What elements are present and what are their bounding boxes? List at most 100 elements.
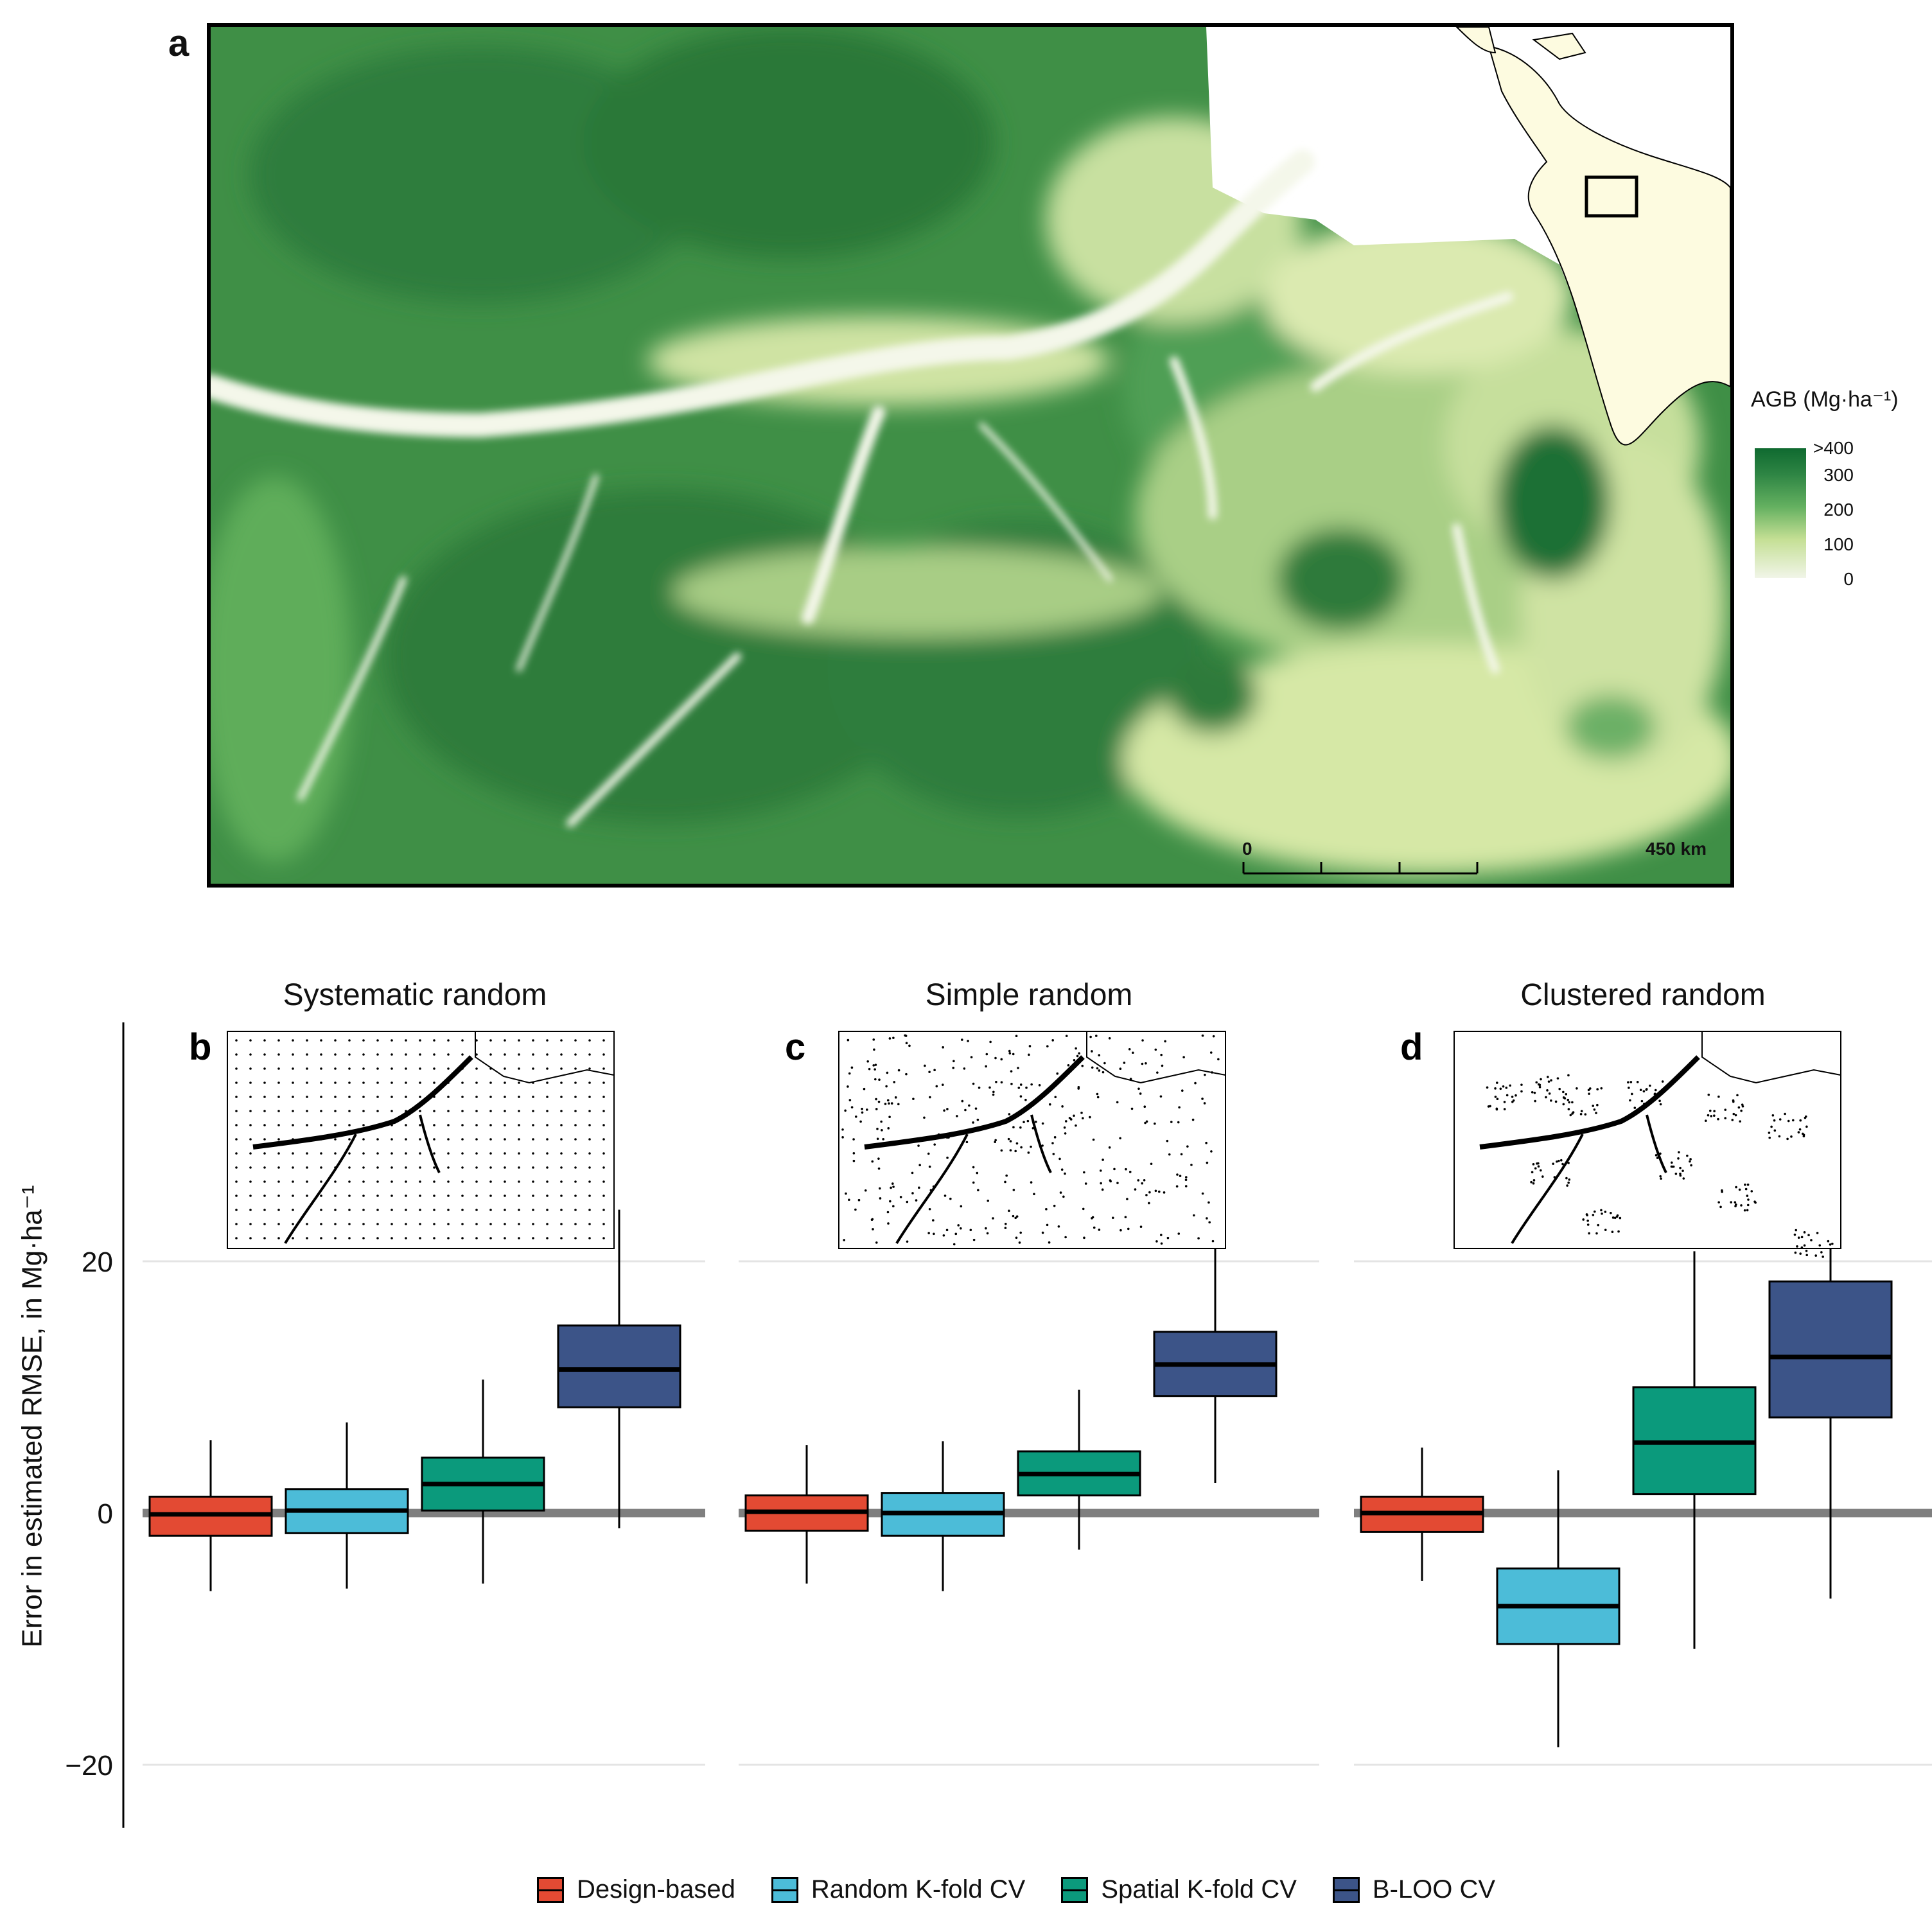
sample-point — [433, 1067, 435, 1070]
sample-point — [546, 1195, 549, 1197]
legend-item-bloo: B-LOO CV — [1332, 1875, 1495, 1904]
sample-point — [1010, 1083, 1013, 1085]
sample-point — [1784, 1112, 1786, 1116]
sample-point — [1108, 1146, 1111, 1149]
sample-point — [1805, 1254, 1808, 1257]
sample-point — [1717, 1095, 1720, 1098]
sample-point — [1511, 1096, 1514, 1098]
sample-point — [1818, 1244, 1822, 1247]
sample-point — [1534, 1099, 1536, 1103]
sample-point — [306, 1067, 308, 1070]
sample-point — [1654, 1089, 1657, 1092]
legend-key-random-kfold — [771, 1877, 798, 1903]
sample-point — [1741, 1105, 1744, 1108]
sample-point — [1184, 1178, 1188, 1182]
sample-point — [1541, 1175, 1544, 1178]
sample-point — [972, 1082, 975, 1085]
sample-point — [249, 1124, 252, 1126]
sample-point — [1724, 1117, 1727, 1119]
sample-point — [1143, 1178, 1146, 1182]
sample-point — [1556, 1160, 1558, 1163]
sample-point — [532, 1039, 534, 1042]
sample-point — [1793, 1233, 1796, 1236]
sample-point — [848, 1099, 852, 1101]
sample-point — [1051, 1142, 1054, 1144]
sample-point — [334, 1053, 337, 1056]
sample-point — [992, 1093, 995, 1096]
sample-point — [1571, 1101, 1574, 1104]
sample-point — [1596, 1088, 1599, 1090]
sample-point — [362, 1180, 365, 1183]
sample-point — [943, 1109, 945, 1112]
sample-point — [560, 1166, 563, 1169]
sample-point — [1206, 1161, 1209, 1164]
sample-point — [1787, 1119, 1790, 1123]
sample-point — [1659, 1175, 1662, 1178]
sample-point — [1028, 1053, 1030, 1056]
legend-label-design-based: Design-based — [577, 1875, 735, 1904]
sample-point — [306, 1195, 308, 1197]
sample-point — [405, 1053, 407, 1056]
sample-point — [489, 1053, 492, 1056]
sample-point — [1744, 1187, 1748, 1191]
sample-point — [447, 1152, 450, 1155]
sample-point — [574, 1166, 577, 1169]
sample-point — [249, 1223, 252, 1225]
sample-point — [546, 1209, 549, 1211]
sample-point — [1015, 1236, 1018, 1239]
sample-point — [1567, 1074, 1570, 1077]
sample-point — [1550, 1099, 1552, 1102]
sample-point — [1051, 1039, 1054, 1042]
sample-point — [405, 1124, 407, 1126]
sample-point — [391, 1110, 393, 1112]
sample-point — [929, 1096, 931, 1099]
sample-point — [602, 1195, 605, 1197]
sample-point — [1017, 1067, 1019, 1069]
sample-point — [447, 1096, 450, 1098]
sample-map-tributary — [895, 1133, 969, 1245]
sample-point — [532, 1209, 534, 1211]
sample-point — [249, 1166, 252, 1169]
sample-point — [1615, 1215, 1619, 1218]
sample-point — [899, 1196, 902, 1198]
scale-bar — [1242, 862, 1479, 875]
sample-point — [376, 1152, 379, 1155]
sample-point — [1145, 1194, 1148, 1196]
sample-point — [1096, 1092, 1099, 1096]
sample-point — [1707, 1093, 1710, 1096]
sample-point — [957, 1224, 960, 1227]
sample-point — [1739, 1120, 1741, 1123]
sample-point — [263, 1209, 266, 1211]
sample-point — [932, 1219, 935, 1222]
sample-point — [1045, 1208, 1048, 1211]
sample-point — [391, 1124, 393, 1126]
sample-point — [249, 1096, 252, 1098]
sample-point — [461, 1081, 464, 1084]
sample-point — [447, 1195, 450, 1197]
sample-point — [1619, 1216, 1622, 1220]
sample-point — [1677, 1157, 1680, 1160]
sample-point — [911, 1171, 914, 1175]
sample-point — [1060, 1168, 1064, 1171]
sample-point — [875, 1241, 878, 1244]
sample-point — [1705, 1119, 1707, 1123]
sample-point — [1033, 1193, 1035, 1196]
sample-point — [1713, 1110, 1716, 1112]
sample-point — [1095, 1035, 1098, 1037]
sample-point — [1144, 1121, 1146, 1125]
sample-point — [1073, 1114, 1075, 1117]
sample-point — [1041, 1231, 1044, 1234]
sample-point — [1206, 1217, 1208, 1220]
sample-point — [376, 1124, 379, 1126]
sample-point — [504, 1039, 506, 1042]
sample-point — [277, 1180, 280, 1183]
sample-point — [1166, 1139, 1169, 1142]
sample-point — [334, 1138, 337, 1141]
sample-point — [504, 1124, 506, 1126]
sample-point — [518, 1166, 520, 1169]
sample-point — [376, 1166, 379, 1169]
sample-point — [1678, 1151, 1680, 1153]
sample-point — [292, 1223, 294, 1225]
sample-point — [964, 1108, 967, 1112]
sample-point — [933, 1143, 936, 1146]
